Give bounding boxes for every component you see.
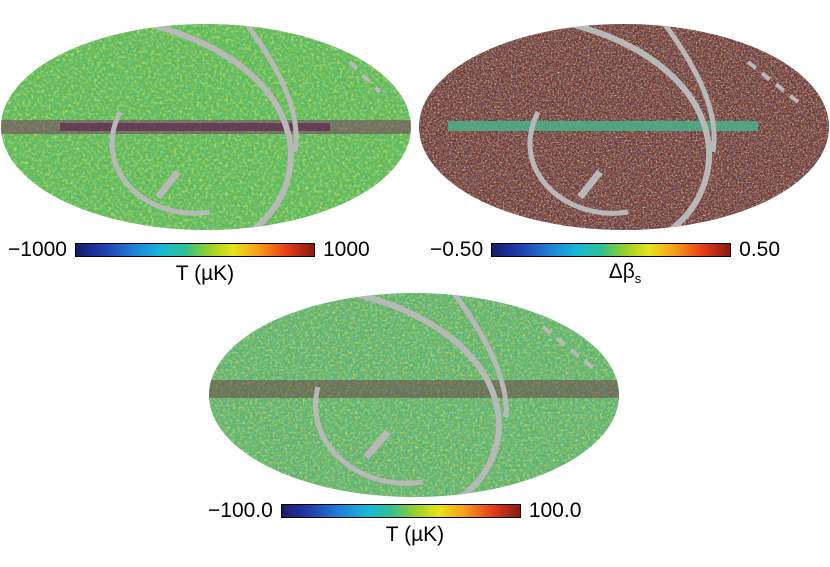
unit-subscript: s <box>634 271 642 286</box>
scale-max-label: 0.50 <box>739 238 781 261</box>
sky-map-spectral-index <box>419 24 829 230</box>
scale-min-label: −0.50 <box>430 238 484 261</box>
colorbar <box>280 503 521 518</box>
scale-min-label: −1000 <box>8 238 67 261</box>
unit-label: T (µK) <box>385 523 445 546</box>
colorbar <box>491 242 732 257</box>
sky-map-temperature-1000 <box>1 24 411 230</box>
scale-min-label: −100.0 <box>208 499 273 522</box>
colorbar <box>74 242 315 257</box>
scale-max-label: 100.0 <box>528 499 582 522</box>
unit-label: Δβs <box>570 261 680 285</box>
scale-max-label: 1000 <box>322 238 370 261</box>
unit-label: T (µK) <box>175 262 235 285</box>
unit-main: Δβ <box>608 260 635 283</box>
sky-map-temperature-100 <box>209 293 619 497</box>
